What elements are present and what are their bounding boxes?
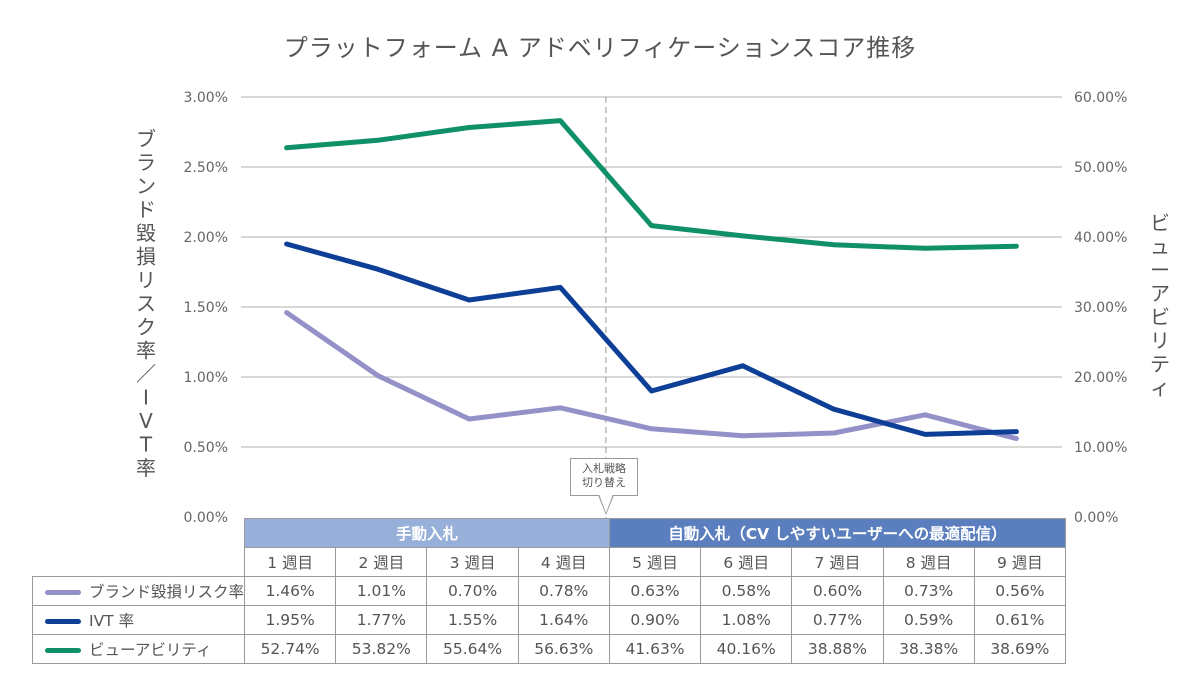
- value-cell: 0.58%: [700, 576, 793, 606]
- right-tick-label: 60.00%: [1074, 90, 1127, 106]
- value-cell: 1.95%: [244, 605, 337, 635]
- legend-cell: ブランド毀損リスク率: [31, 576, 246, 606]
- left-axis-ticks: 0.00% 0.50% 1.00% 1.50% 2.00% 2.50% 3.00%: [184, 90, 228, 526]
- legend-label: IVT 率: [89, 612, 135, 630]
- value-cell: 1.55%: [426, 605, 519, 635]
- left-axis-label: ブランド毀損リスク率／ I V T 率: [136, 127, 156, 480]
- series-line-1: [284, 241, 1019, 437]
- left-tick-label: 1.50%: [184, 300, 228, 316]
- left-tick-label: 0.50%: [184, 440, 228, 456]
- left-tick-label: 2.00%: [184, 230, 228, 246]
- series-line-2: [284, 118, 1019, 251]
- value-cell: 0.78%: [517, 576, 610, 606]
- value-cell: 1.77%: [335, 605, 428, 635]
- value-cell: 52.74%: [244, 634, 337, 664]
- value-cell: 0.77%: [791, 605, 884, 635]
- week-header: 8 週目: [882, 547, 975, 577]
- left-tick-label: 3.00%: [184, 90, 228, 106]
- legend-cell: ビューアビリティ: [31, 634, 246, 664]
- legend-label: ブランド毀損リスク率: [89, 583, 245, 601]
- right-tick-label: 30.00%: [1074, 300, 1127, 316]
- phase-manual: 手動入札: [244, 518, 610, 548]
- week-header: 1 週目: [244, 547, 337, 577]
- week-header: 7 週目: [791, 547, 884, 577]
- value-cell: 0.61%: [973, 605, 1066, 635]
- blank-cell: [33, 519, 245, 548]
- value-cell: 1.64%: [517, 605, 610, 635]
- week-header: 2 週目: [335, 547, 428, 577]
- left-tick-label: 0.00%: [184, 510, 228, 526]
- value-cell: 1.46%: [244, 576, 337, 606]
- legend-label: ビューアビリティ: [89, 641, 212, 659]
- phase-row: 手動入札 自動入札（CV しやすいユーザーへの最適配信）: [33, 518, 1066, 548]
- value-cell: 0.60%: [791, 576, 884, 606]
- value-cell: 0.59%: [882, 605, 975, 635]
- right-axis-ticks: 0.00% 10.00% 20.00% 30.00% 40.00% 50.00% 60.00…: [1074, 90, 1127, 526]
- table-row: IVT 率 1.95% 1.77% 1.55% 1.64% 0.90% 1.08% 0.77%…: [31, 605, 1066, 635]
- series-line-0: [284, 310, 1019, 442]
- value-cell: 56.63%: [517, 634, 610, 664]
- callout-tail-inner: [599, 494, 613, 513]
- table-row: ブランド毀損リスク率 1.46% 1.01% 0.70% 0.78% 0.63% 0.58%…: [31, 576, 1066, 606]
- strategy-switch-callout: 入札戦略 切り替え: [570, 458, 638, 496]
- callout-line2: 切り替え: [582, 476, 626, 489]
- legend-swatch: [45, 590, 81, 595]
- value-cell: 38.38%: [882, 634, 975, 664]
- value-cell: 40.16%: [700, 634, 793, 664]
- blank-cell: [33, 548, 245, 577]
- week-header: 4 週目: [517, 547, 610, 577]
- value-cell: 38.69%: [973, 634, 1066, 664]
- right-tick-label: 20.00%: [1074, 370, 1127, 386]
- right-tick-label: 50.00%: [1074, 160, 1127, 176]
- data-table: 手動入札 自動入札（CV しやすいユーザーへの最適配信） 1 週目 2 週目 3 週…: [31, 518, 1066, 664]
- week-header: 6 週目: [700, 547, 793, 577]
- week-header: 5 週目: [608, 547, 702, 577]
- left-tick-label: 2.50%: [184, 160, 228, 176]
- table-row: ビューアビリティ 52.74% 53.82% 55.64% 56.63% 41.63% 40…: [31, 634, 1066, 664]
- value-cell: 0.63%: [608, 576, 702, 606]
- phase-auto: 自動入札（CV しやすいユーザーへの最適配信）: [608, 518, 1066, 548]
- value-cell: 55.64%: [426, 634, 519, 664]
- value-cell: 1.08%: [700, 605, 793, 635]
- value-cell: 53.82%: [335, 634, 428, 664]
- gridlines: [241, 96, 1062, 448]
- week-header: 3 週目: [426, 547, 519, 577]
- left-tick-label: 1.00%: [184, 370, 228, 386]
- right-tick-label: 10.00%: [1074, 440, 1127, 456]
- legend-swatch: [45, 619, 81, 624]
- legend-swatch: [45, 648, 81, 653]
- value-cell: 0.70%: [426, 576, 519, 606]
- week-header: 9 週目: [973, 547, 1066, 577]
- value-cell: 0.56%: [973, 576, 1066, 606]
- week-header-row: 1 週目 2 週目 3 週目 4 週目 5 週目 6 週目 7 週目 8 週目 9 週目: [33, 547, 1066, 577]
- series-lines: [284, 118, 1019, 442]
- value-cell: 0.73%: [882, 576, 975, 606]
- value-cell: 41.63%: [608, 634, 702, 664]
- value-cell: 0.90%: [608, 605, 702, 635]
- chart-title: プラットフォーム A アドベリフィケーションスコア推移: [283, 34, 917, 62]
- right-tick-label: 0.00%: [1074, 510, 1118, 526]
- right-tick-label: 40.00%: [1074, 230, 1127, 246]
- callout-line1: 入札戦略: [582, 462, 626, 475]
- right-axis-label: ビューアビリティ: [1150, 211, 1170, 400]
- legend-cell: IVT 率: [31, 605, 246, 635]
- value-cell: 38.88%: [791, 634, 884, 664]
- value-cell: 1.01%: [335, 576, 428, 606]
